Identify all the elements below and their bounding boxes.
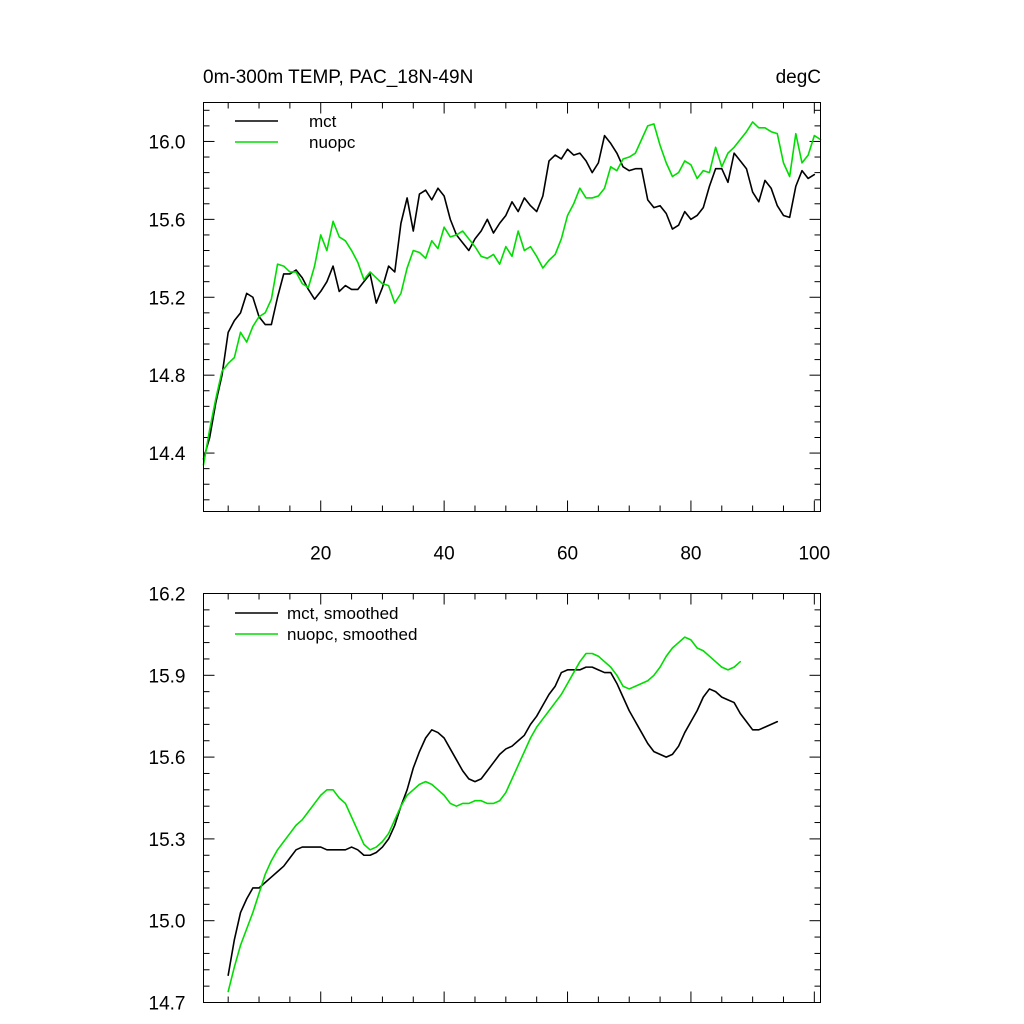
series-line-mct-smoothed <box>227 666 779 977</box>
top-panel-frame <box>203 102 821 512</box>
top-panel-x-tick-labels: 20 40 60 80 100 <box>310 544 830 565</box>
top-panel-series <box>202 121 822 466</box>
legend-label-nuopc-smoothed: nuopc, smoothed <box>287 625 417 644</box>
bottom-panel-y-tick-labels: 14.7 15.0 15.3 15.6 15.9 16.2 <box>149 585 186 1015</box>
y-tick-label: 14.7 <box>149 994 186 1015</box>
y-tick-label: 16.2 <box>149 585 186 606</box>
legend-label-mct-smoothed: mct, smoothed <box>287 604 399 623</box>
x-tick-label: 20 <box>310 544 331 565</box>
top-panel-ticks <box>203 102 821 512</box>
x-tick-label: 100 <box>798 544 830 565</box>
y-tick-label: 14.8 <box>149 366 186 387</box>
units-label: degC <box>776 67 821 88</box>
top-panel: 0m-300m TEMP, PAC_18N-49N degC 14.414.81… <box>149 67 831 565</box>
legend-label-nuopc: nuopc <box>309 133 356 152</box>
series-line-nuopc-smoothed <box>227 636 742 993</box>
y-tick-label: 15.6 <box>149 210 186 231</box>
bottom-panel: 14.7 15.0 15.3 15.6 15.9 16.2 mct, smoothed n… <box>149 585 821 1015</box>
x-tick-label: 80 <box>680 544 701 565</box>
series-line-mct <box>202 134 816 460</box>
y-tick-label: 14.4 <box>149 444 186 465</box>
x-tick-label: 40 <box>434 544 455 565</box>
bottom-panel-series <box>227 636 779 993</box>
bottom-panel-frame <box>203 593 821 1003</box>
y-tick-label: 16.0 <box>149 132 186 153</box>
bottom-panel-legend: mct, smoothed nuopc, smoothed <box>235 604 417 644</box>
y-tick-label: 15.6 <box>149 748 186 769</box>
y-tick-label: 15.9 <box>149 666 186 687</box>
top-panel-y-tick-labels: 14.4 14.8 15.2 15.6 16.0 <box>149 132 186 465</box>
y-tick-label: 15.3 <box>149 830 186 851</box>
top-panel-legend: mct nuopc <box>235 112 356 152</box>
x-tick-label: 60 <box>557 544 578 565</box>
bottom-panel-ticks <box>203 593 821 1003</box>
y-tick-label: 15.2 <box>149 288 186 309</box>
chart-title: 0m-300m TEMP, PAC_18N-49N <box>203 67 473 88</box>
series-line-nuopc <box>202 121 822 466</box>
y-tick-label: 15.0 <box>149 912 186 933</box>
legend-label-mct: mct <box>309 112 337 131</box>
